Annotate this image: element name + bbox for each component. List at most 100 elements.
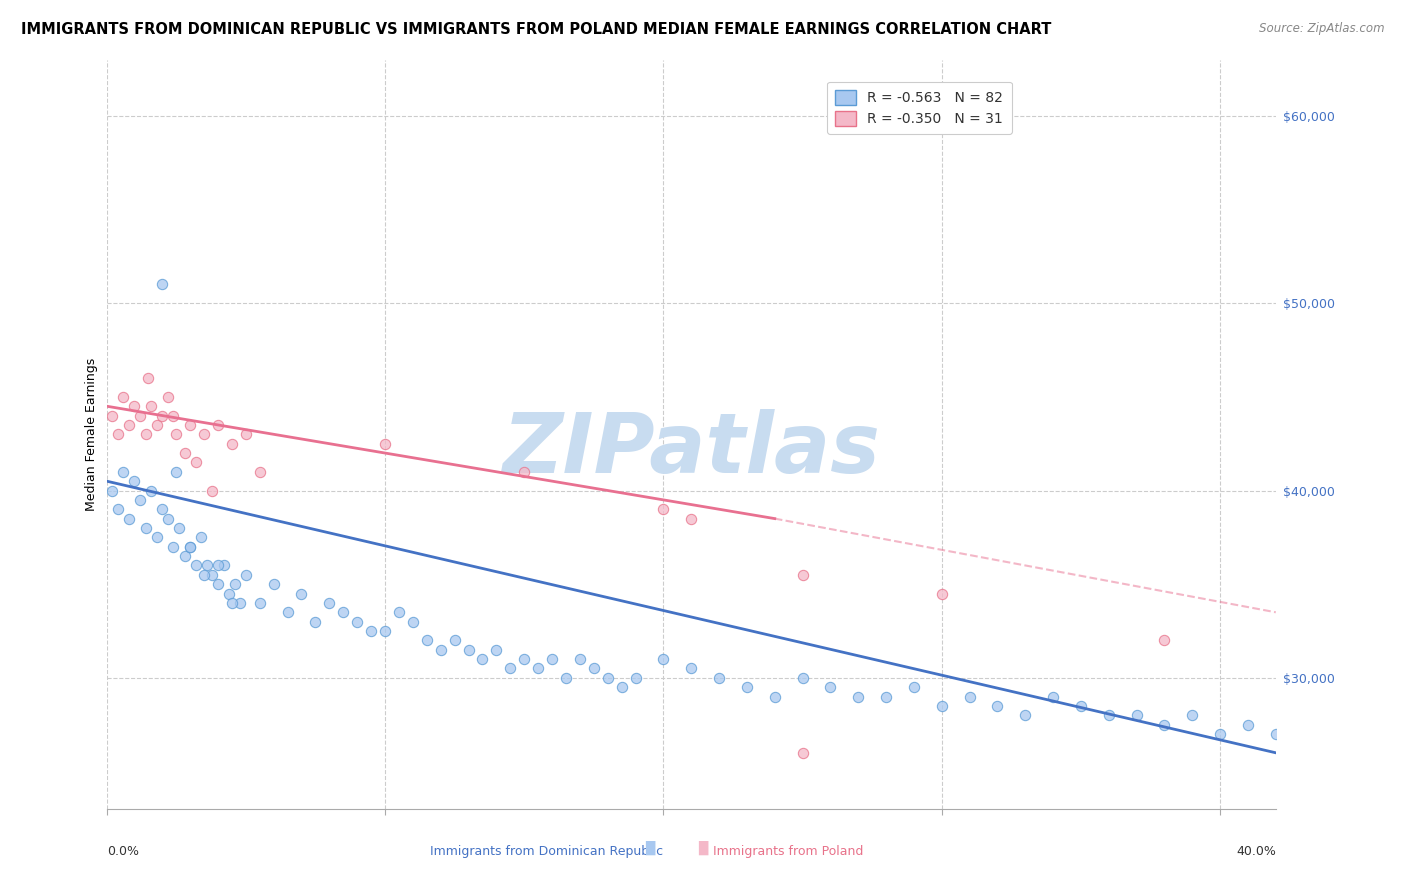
Point xyxy=(193,567,215,582)
Point xyxy=(681,661,703,675)
Point xyxy=(150,409,173,423)
Point xyxy=(207,417,229,432)
Text: ZIPatlas: ZIPatlas xyxy=(502,409,880,490)
Point xyxy=(1153,717,1175,731)
Point xyxy=(1125,708,1147,723)
Point xyxy=(101,483,124,498)
Point xyxy=(513,465,536,479)
Point xyxy=(735,680,758,694)
Text: 40.0%: 40.0% xyxy=(1236,845,1275,858)
Point xyxy=(1209,727,1232,741)
Text: ▉: ▉ xyxy=(699,841,709,855)
Point xyxy=(707,671,730,685)
Point xyxy=(931,698,953,713)
Point xyxy=(374,624,396,638)
Point xyxy=(165,465,187,479)
Point xyxy=(221,596,243,610)
Point xyxy=(471,652,494,666)
Point xyxy=(129,492,152,507)
Point xyxy=(207,558,229,573)
Point xyxy=(374,436,396,450)
Point xyxy=(167,521,190,535)
Point xyxy=(184,558,207,573)
Point xyxy=(150,277,173,292)
Point xyxy=(179,540,201,554)
Point xyxy=(173,549,195,563)
Point xyxy=(792,671,814,685)
Point xyxy=(959,690,981,704)
Point xyxy=(195,558,218,573)
Point xyxy=(485,642,508,657)
Point xyxy=(118,417,141,432)
Point xyxy=(681,511,703,525)
Point xyxy=(792,567,814,582)
Point xyxy=(388,605,411,619)
Point xyxy=(903,680,925,694)
Point xyxy=(429,642,451,657)
Point xyxy=(179,540,201,554)
Point xyxy=(652,502,675,516)
Point xyxy=(290,586,312,600)
Point xyxy=(135,427,157,442)
Point xyxy=(107,427,129,442)
Point xyxy=(443,633,465,648)
Point xyxy=(527,661,550,675)
Point xyxy=(112,390,135,404)
Point xyxy=(190,530,212,544)
Point xyxy=(499,661,522,675)
Point xyxy=(596,671,619,685)
Point xyxy=(986,698,1008,713)
Point xyxy=(145,417,167,432)
Point xyxy=(1153,633,1175,648)
Point xyxy=(162,540,184,554)
Point xyxy=(162,409,184,423)
Point xyxy=(846,690,869,704)
Point xyxy=(402,615,425,629)
Point xyxy=(792,746,814,760)
Point xyxy=(555,671,578,685)
Point xyxy=(263,577,285,591)
Point xyxy=(135,521,157,535)
Point xyxy=(304,615,326,629)
Point xyxy=(124,474,146,488)
Point xyxy=(931,586,953,600)
Point xyxy=(416,633,439,648)
Text: Source: ZipAtlas.com: Source: ZipAtlas.com xyxy=(1260,22,1385,36)
Point xyxy=(112,465,135,479)
Point xyxy=(1042,690,1064,704)
Point xyxy=(129,409,152,423)
Point xyxy=(165,427,187,442)
Point xyxy=(249,465,271,479)
Point xyxy=(582,661,605,675)
Point xyxy=(193,427,215,442)
Point xyxy=(1098,708,1121,723)
Text: Immigrants from Poland: Immigrants from Poland xyxy=(706,845,863,858)
Text: ▉: ▉ xyxy=(645,841,657,855)
Point xyxy=(652,652,675,666)
Point xyxy=(229,596,252,610)
Legend: R = -0.563   N = 82, R = -0.350   N = 31: R = -0.563 N = 82, R = -0.350 N = 31 xyxy=(827,81,1012,134)
Point xyxy=(141,399,163,413)
Point xyxy=(201,567,224,582)
Point xyxy=(1264,727,1286,741)
Text: IMMIGRANTS FROM DOMINICAN REPUBLIC VS IMMIGRANTS FROM POLAND MEDIAN FEMALE EARNI: IMMIGRANTS FROM DOMINICAN REPUBLIC VS IM… xyxy=(21,22,1052,37)
Point xyxy=(150,502,173,516)
Point xyxy=(141,483,163,498)
Point xyxy=(249,596,271,610)
Point xyxy=(360,624,382,638)
Point xyxy=(218,586,240,600)
Point xyxy=(1014,708,1036,723)
Point xyxy=(124,399,146,413)
Point xyxy=(101,409,124,423)
Point xyxy=(173,446,195,460)
Point xyxy=(1181,708,1204,723)
Point xyxy=(138,371,160,385)
Point xyxy=(201,483,224,498)
Point xyxy=(235,567,257,582)
Point xyxy=(184,455,207,469)
Point xyxy=(332,605,354,619)
Point xyxy=(457,642,479,657)
Point xyxy=(212,558,235,573)
Point xyxy=(820,680,842,694)
Point xyxy=(624,671,647,685)
